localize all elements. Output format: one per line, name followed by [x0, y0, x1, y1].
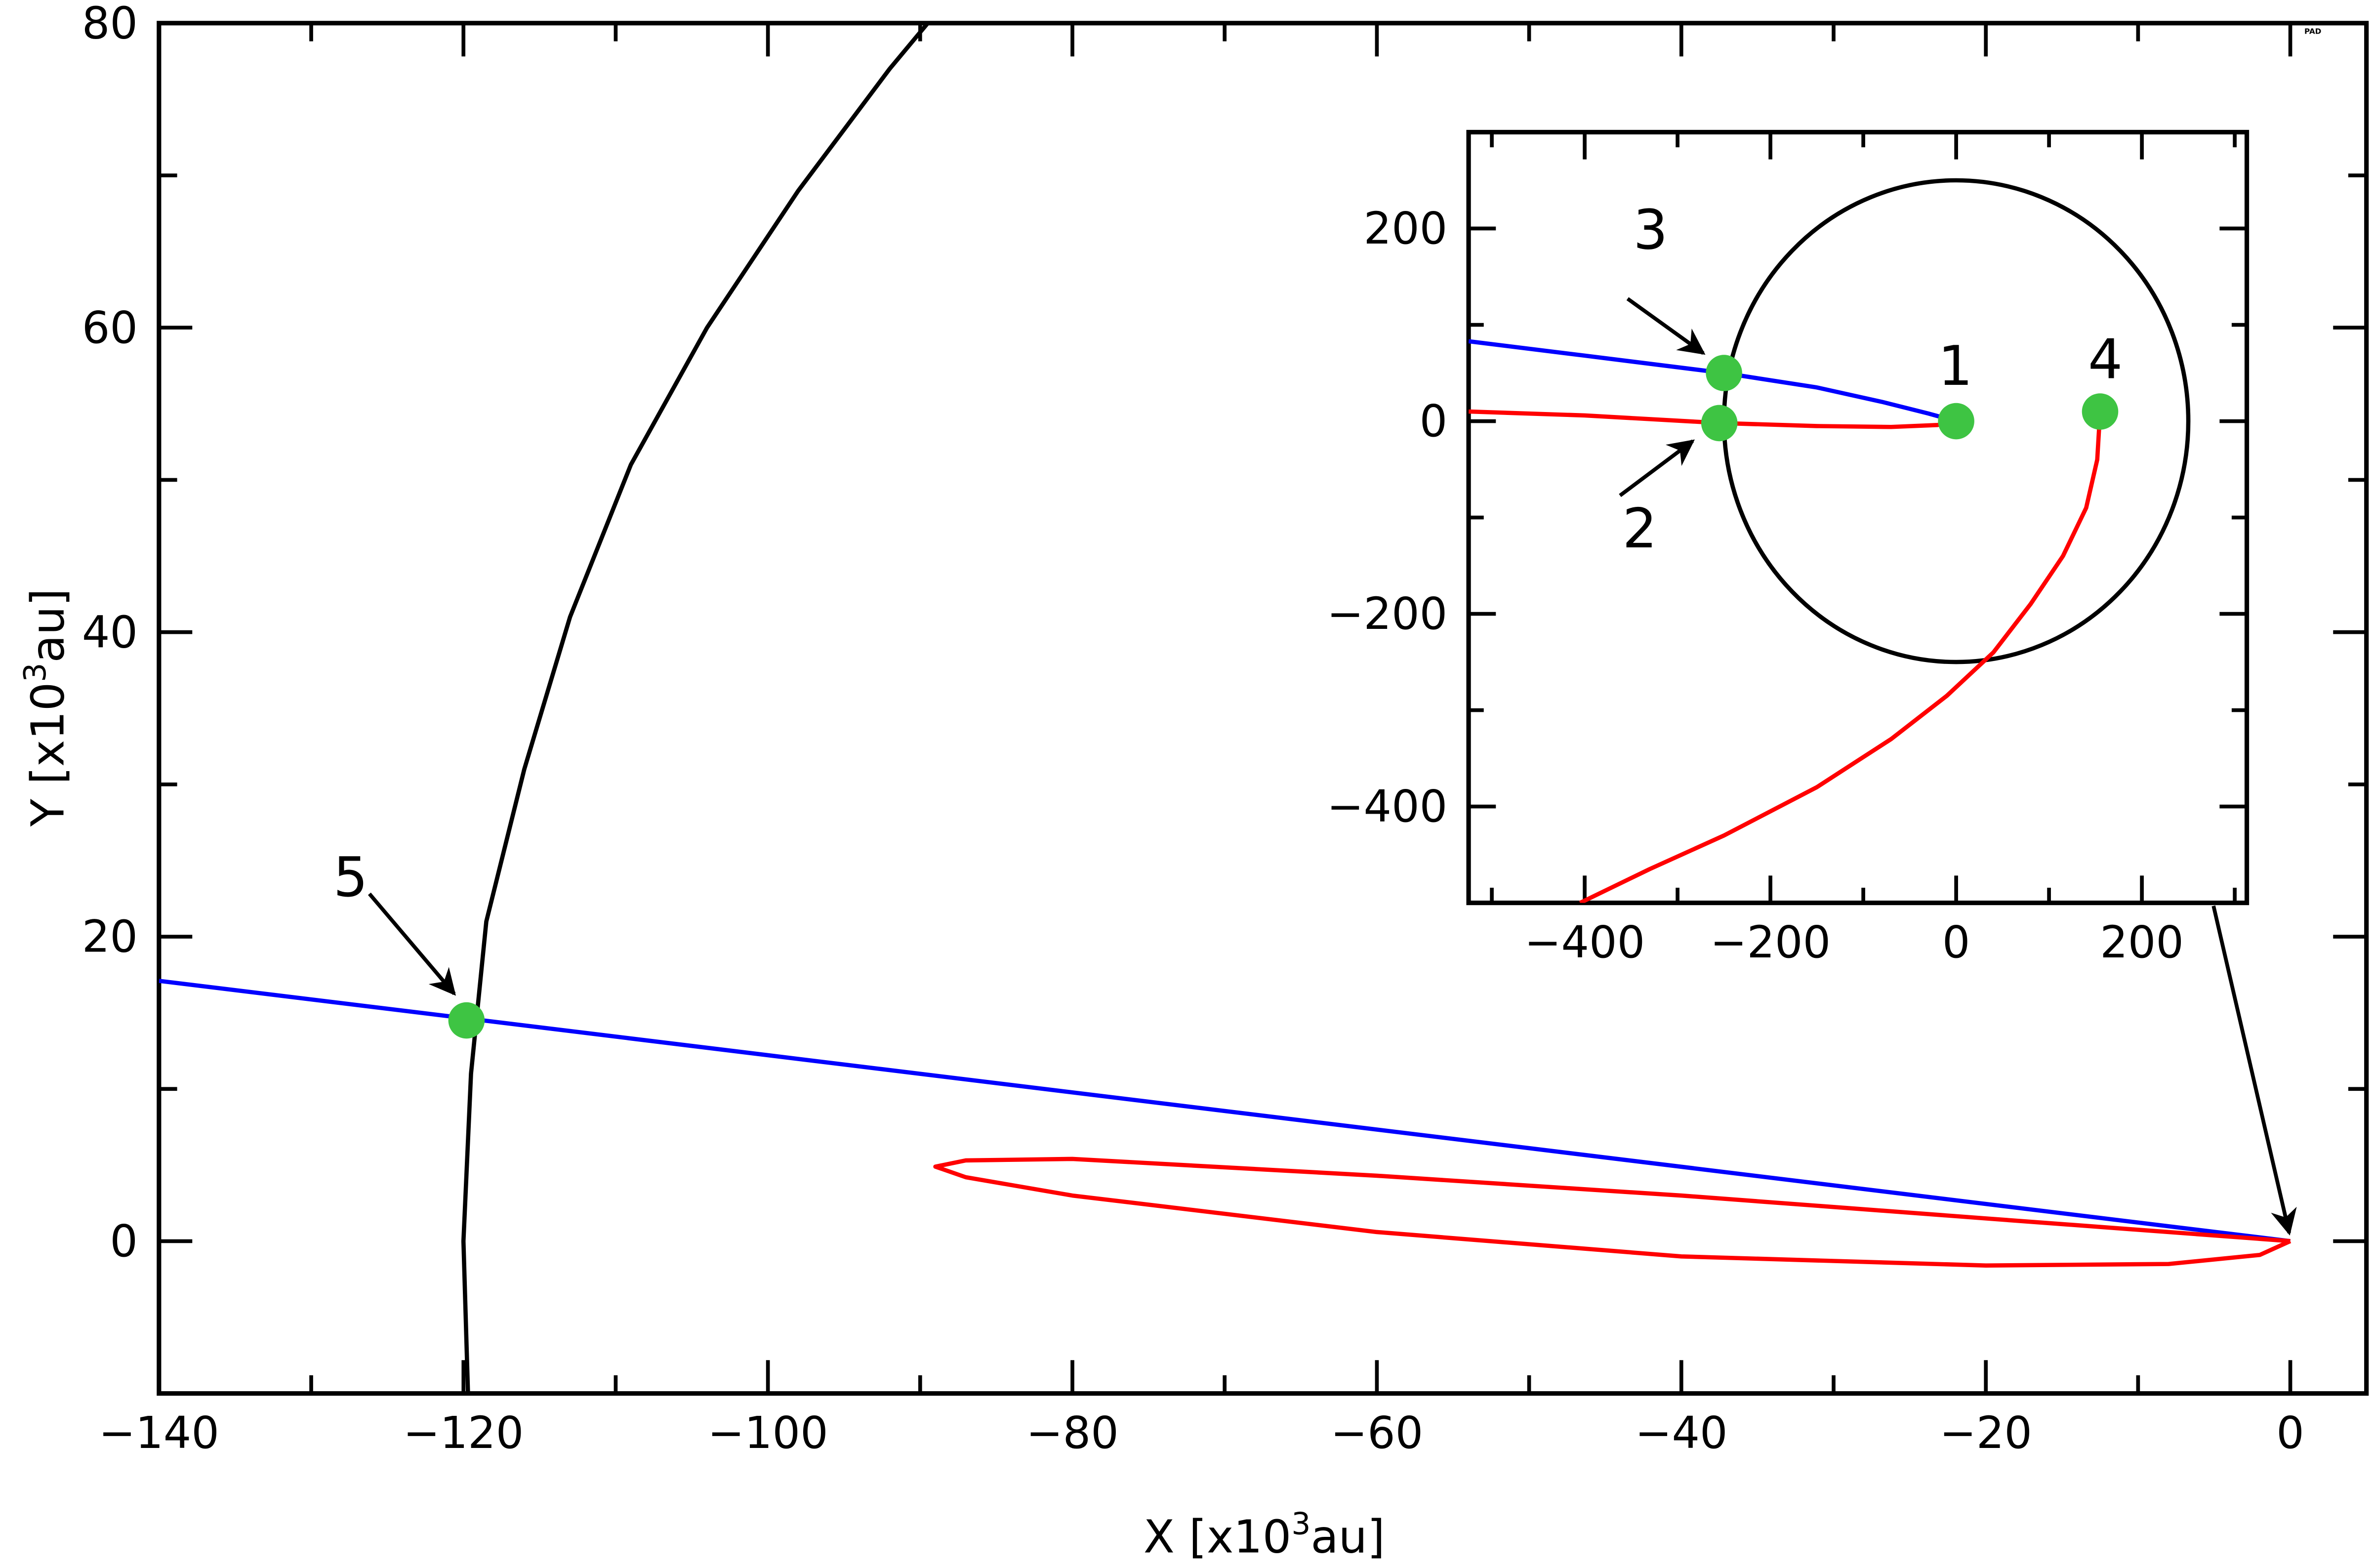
x-tick-label: −20 — [1939, 1407, 2032, 1458]
x-tick-label: 200 — [2100, 916, 2184, 968]
x-tick-label: −400 — [1524, 916, 1645, 968]
marker-label-1: 1 — [1938, 335, 1972, 398]
y-tick-label: 20 — [82, 911, 138, 962]
inset-pointer-arrow — [2211, 905, 2297, 1236]
x-tick-label: −200 — [1710, 916, 1831, 968]
y-tick-label: 200 — [1364, 203, 1448, 254]
x-tick-label: 0 — [1942, 916, 1970, 968]
marker-label-4: 4 — [2088, 329, 2123, 392]
x-tick-label: −40 — [1635, 1407, 1728, 1458]
red-orbit-line — [933, 1156, 2292, 1268]
marker-2 — [1701, 405, 1738, 442]
marker-1 — [1938, 403, 1974, 440]
red-trajectory-line — [1469, 409, 1957, 429]
inset-plot: −400 −200 0 200 −400 −200 0 200 1 2 3 4 — [1327, 129, 2250, 968]
main-series — [159, 23, 2292, 1394]
marker-5 — [448, 1002, 485, 1039]
y-axis-label: Y [x103au] — [18, 588, 75, 827]
marker-4 — [2082, 393, 2119, 430]
marker-label-3: 3 — [1633, 199, 1668, 262]
y-tick-label: 40 — [82, 606, 138, 658]
marker-3-arrow — [1626, 297, 1706, 355]
marker-5-arrow — [368, 892, 456, 996]
marker-3 — [1706, 355, 1742, 391]
x-tick-label: 0 — [2276, 1407, 2304, 1458]
x-tick-label: −140 — [99, 1407, 219, 1458]
y-tick-label: 80 — [82, 0, 138, 48]
y-tick-label: −200 — [1327, 588, 1447, 639]
boundary-line — [461, 23, 930, 1394]
blue-trajectory-line — [159, 979, 2291, 1243]
y-tick-label: 60 — [82, 302, 138, 353]
x-tick-label: −60 — [1331, 1407, 1424, 1458]
marker-label-2: 2 — [1623, 497, 1657, 561]
blue-trajectory-line — [1469, 339, 1957, 423]
x-tick-label: −80 — [1026, 1407, 1119, 1458]
marker-label-5: 5 — [333, 846, 368, 909]
x-tick-label: −100 — [708, 1407, 828, 1458]
corner-text: PAD — [2304, 27, 2321, 36]
x-tick-label: −120 — [403, 1407, 524, 1458]
y-tick-label: 0 — [1420, 395, 1448, 447]
x-axis-label: X [x103au] — [1144, 1507, 1385, 1564]
inset-frame — [1466, 129, 2250, 906]
marker-2-arrow — [1619, 439, 1695, 497]
y-tick-label: −400 — [1327, 781, 1447, 832]
red-spiral-line — [1579, 411, 2102, 903]
y-tick-label: 0 — [110, 1215, 138, 1267]
